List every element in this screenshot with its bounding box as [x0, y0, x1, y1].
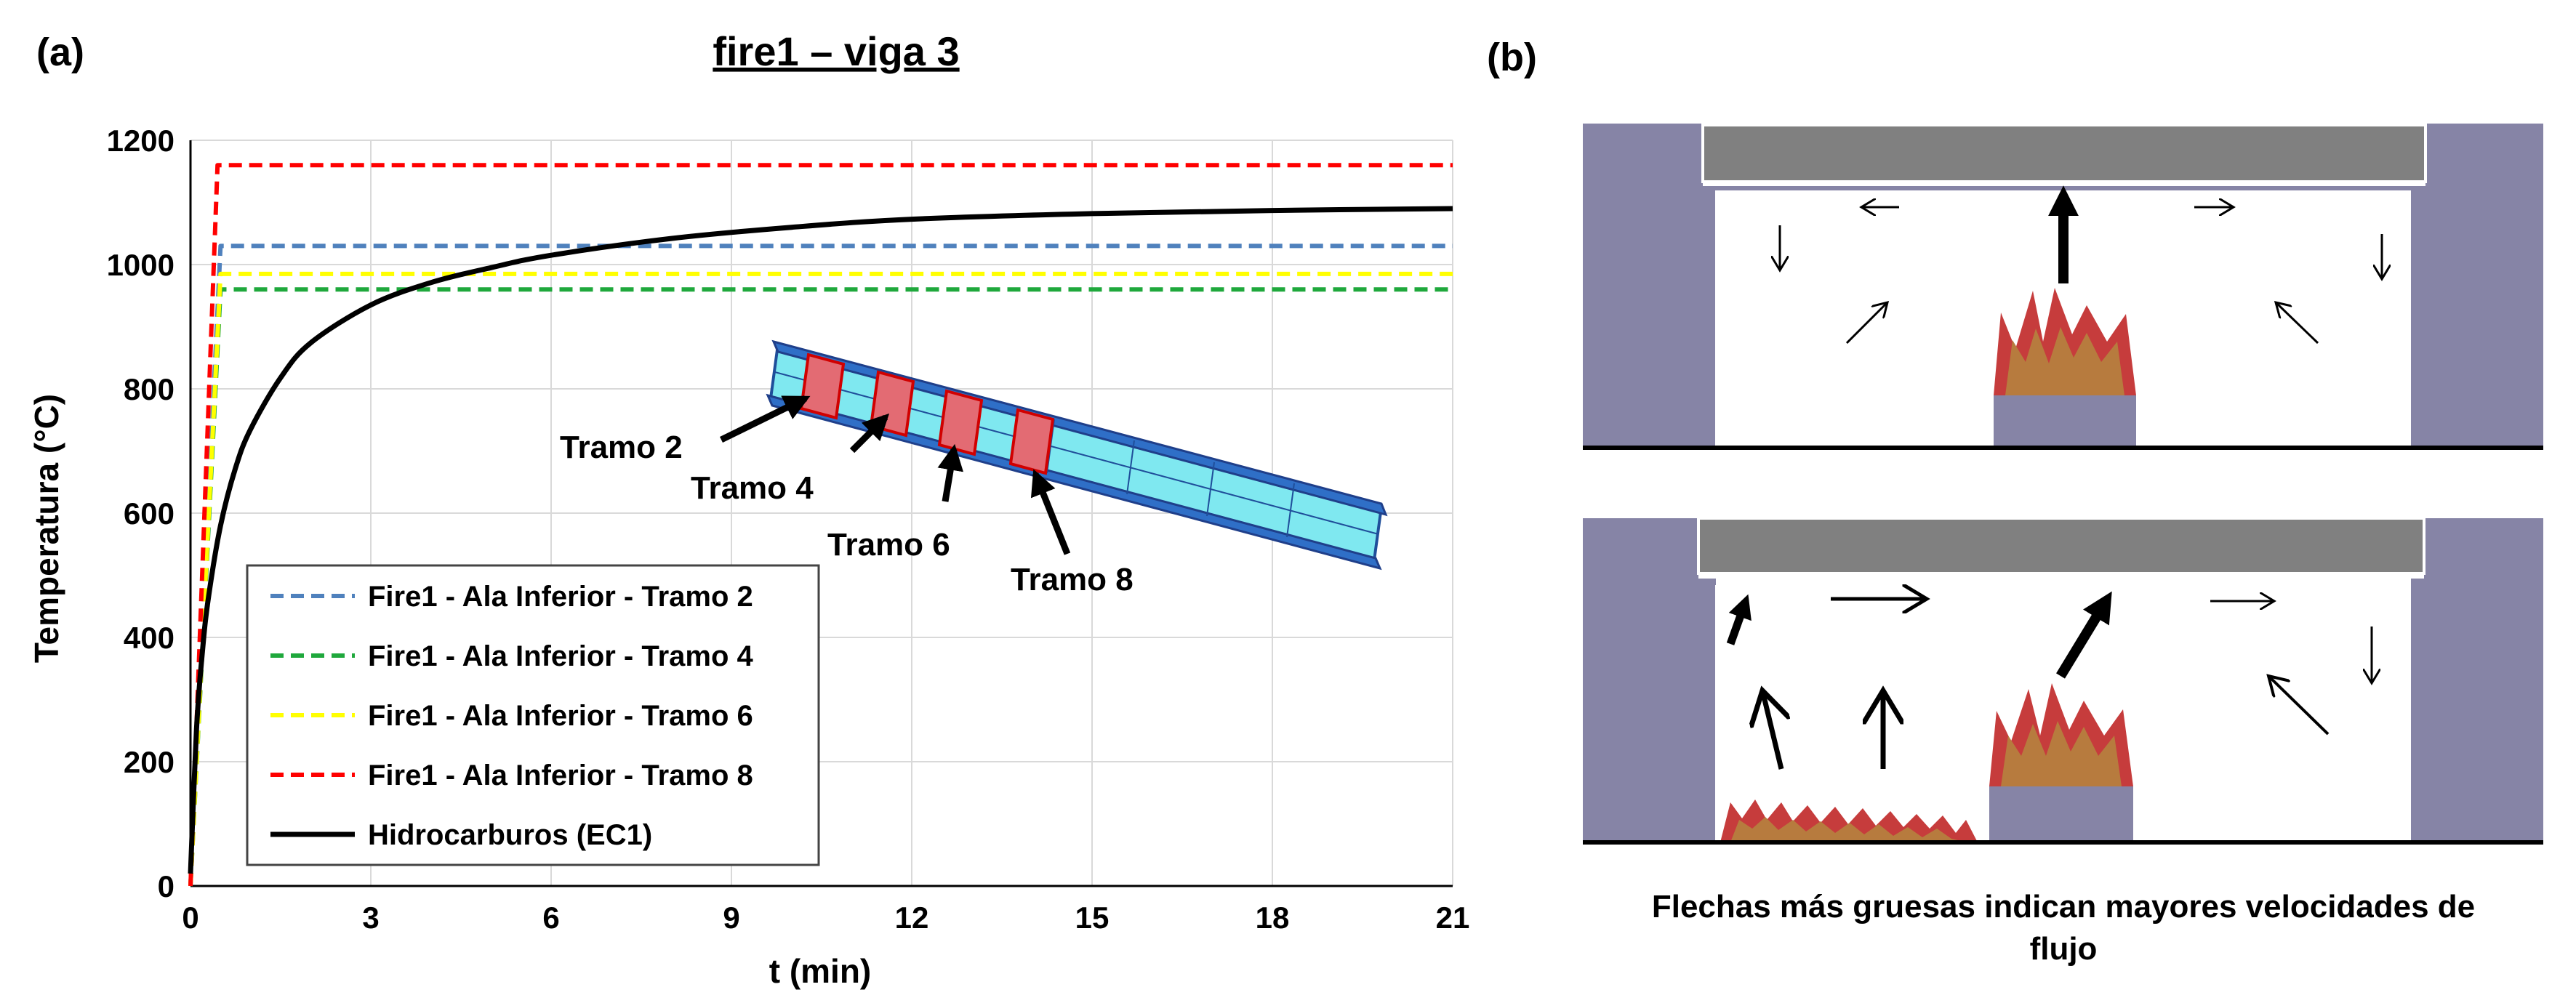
- x-tick-label: 21: [1436, 901, 1470, 935]
- tramo-8-label: Tramo 8: [1011, 562, 1133, 597]
- fire-source-block: [1989, 786, 2133, 842]
- legend-entry-label: Fire1 - Ala Inferior - Tramo 2: [368, 581, 753, 613]
- x-tick-label: 0: [182, 901, 198, 935]
- tramo-2-arrow: [720, 395, 811, 443]
- panel-b-label: (b): [1487, 36, 1537, 79]
- flow-arrows-top: [1780, 185, 2382, 345]
- tramo-8-section: [1008, 408, 1055, 475]
- x-tick-label: 15: [1075, 901, 1110, 935]
- tramo-6-arrow: [937, 443, 964, 502]
- tramo-6-section: [937, 389, 984, 456]
- steel-beam: [1701, 124, 2427, 183]
- legend-entry-label: Hidrocarburos (EC1): [368, 819, 652, 851]
- right-wall: [2411, 518, 2543, 842]
- tramo-6-label: Tramo 6: [827, 527, 950, 563]
- legend-entry-label: Fire1 - Ala Inferior - Tramo 4: [368, 640, 754, 672]
- left-wall: [1583, 124, 1715, 448]
- x-tick-label: 6: [542, 901, 559, 935]
- fire-source-block: [1994, 395, 2136, 448]
- chart-tick-labels: 0 3 6 9 12 15 18 21 0 200 400 600 800 1000 1200: [107, 124, 1470, 935]
- arrow-diag-up-right: [1845, 302, 1887, 345]
- tramo-2-label: Tramo 2: [560, 430, 683, 465]
- y-tick-label: 600: [124, 496, 174, 531]
- flow-arrows-bottom: [1726, 591, 2372, 770]
- series-line-4: [188, 163, 1453, 887]
- right-wall: [2411, 124, 2543, 448]
- chart-series: [188, 163, 1453, 887]
- tramo-4-arrow: [849, 413, 890, 454]
- x-tick-label: 18: [1256, 901, 1290, 935]
- beam-inset-drawing: Tramo 2 Tramo 4 Tramo 6 Tramo 8: [560, 339, 1388, 597]
- y-tick-label: 1200: [107, 124, 174, 158]
- caption-line-2: flujo: [2030, 931, 2098, 967]
- x-tick-label: 9: [723, 901, 739, 935]
- steel-beam: [1697, 517, 2425, 575]
- x-tick-label: 12: [895, 901, 929, 935]
- beam-top-flange: [771, 339, 1388, 517]
- arrow-thick-corner: [1726, 594, 1752, 645]
- beam-bottom-flange: [766, 393, 1382, 571]
- caption-line-1: Flechas más gruesas indican mayores velo…: [1652, 889, 2475, 924]
- y-tick-label: 800: [124, 372, 174, 406]
- arrow-up-left: [1762, 690, 1781, 770]
- y-tick-label: 400: [124, 621, 174, 655]
- tramo-2-section: [799, 353, 846, 420]
- tramo-pointer-arrows: [720, 395, 1071, 555]
- tramo-4-label: Tramo 4: [691, 470, 814, 506]
- arrow-diag-up-left: [2268, 676, 2330, 736]
- arrow-thick-diag: [2056, 591, 2112, 679]
- y-tick-label: 0: [158, 869, 174, 903]
- y-tick-label: 200: [124, 745, 174, 779]
- tramo-8-arrow: [1030, 469, 1071, 555]
- schematic-top: [1583, 124, 2543, 450]
- schematic-bottom: [1583, 517, 2543, 845]
- legend-entry-label: Fire1 - Ala Inferior - Tramo 8: [368, 760, 753, 791]
- chart-title: fire1 – viga 3: [713, 28, 959, 74]
- chart-legend: Fire1 - Ala Inferior - Tramo 2 Fire1 - Al…: [246, 564, 820, 866]
- y-tick-label: 1000: [107, 248, 174, 282]
- panel-a-label: (a): [36, 31, 84, 74]
- y-axis-label: Temperatura (°C): [28, 394, 65, 663]
- left-wall: [1583, 518, 1715, 842]
- chart-axes: [189, 140, 1453, 887]
- legend-entry-label: Fire1 - Ala Inferior - Tramo 6: [368, 700, 753, 732]
- arrow-diag-up-left: [2276, 302, 2319, 345]
- x-tick-label: 3: [362, 901, 379, 935]
- series-line-5: [188, 206, 1453, 874]
- x-axis-label: t (min): [769, 952, 872, 990]
